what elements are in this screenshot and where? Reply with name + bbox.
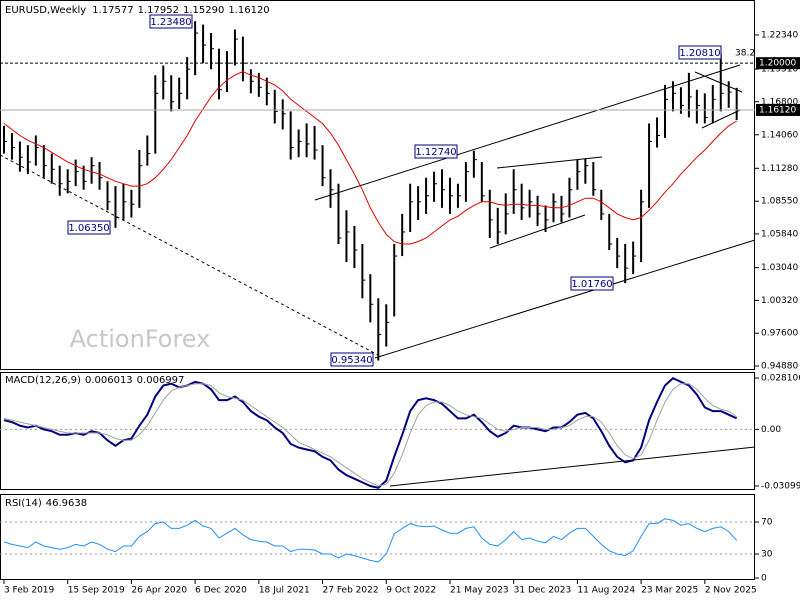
y-tick-label: 0.97600 (761, 329, 798, 339)
y-tick-label: 1.19510 (761, 65, 798, 75)
channel-line (374, 239, 756, 359)
header-value: 0.006997 (137, 375, 185, 386)
x-tick-label: 9 Oct 2022 (386, 586, 436, 596)
indicator-title: RSI(14) (5, 498, 42, 509)
flag-line (489, 214, 586, 249)
macd-header: MACD(12,26,9) 0.006013 0.006997 (5, 375, 184, 386)
annotation-label: 1.01760 (571, 279, 612, 290)
y-tick-label: 1.11280 (761, 164, 798, 174)
y-tick-label: 30 (761, 550, 773, 560)
annotation-box (678, 45, 722, 60)
macd-panel-frame (0, 372, 755, 490)
annotation: 1.23480 (149, 14, 193, 29)
x-tick-label: 11 Aug 2024 (577, 586, 635, 596)
header-value: 0.006013 (85, 375, 133, 386)
fibo-label: 38.2 (735, 49, 755, 59)
header-value: 1.17577 (92, 5, 133, 16)
y-tick-label: 1.00320 (761, 296, 798, 306)
indicator-title: MACD(12,26,9) (5, 375, 81, 386)
annotation: 1.01760 (570, 276, 614, 291)
price-panel-frame (0, 0, 755, 370)
y-tick-label: 0 (761, 574, 767, 584)
moving-average (3, 71, 737, 245)
annotation-label: 0.95340 (331, 355, 372, 366)
header-value: 1.16120 (228, 5, 269, 16)
annotation-box (330, 352, 374, 367)
x-tick-label: 15 Sep 2019 (68, 586, 125, 596)
header-value: 1.15290 (183, 5, 224, 16)
annotation-label: 1.23480 (150, 17, 191, 28)
level-box (756, 103, 800, 116)
annotation-box (414, 144, 458, 159)
y-tick-label: 1.03040 (761, 263, 798, 273)
level-label: 1.16120 (759, 105, 796, 115)
annotation: 1.20810 (678, 45, 722, 60)
y-tick-label: 0.00 (761, 425, 781, 435)
y-tick-label: 1.16800 (761, 97, 798, 107)
x-tick-label: 31 Dec 2023 (514, 586, 572, 596)
annotation: 1.06350 (67, 220, 111, 235)
y-tick-label: 1.14060 (761, 130, 798, 140)
annotation: 1.12740 (414, 144, 458, 159)
wedge-line (694, 71, 743, 93)
x-tick-label: 26 Apr 2020 (131, 586, 187, 596)
x-tick-label: 18 Jul 2021 (259, 586, 310, 596)
level-label: 1.20000 (759, 59, 796, 69)
annotation-label: 1.06350 (68, 223, 109, 234)
x-tick-label: 3 Feb 2019 (4, 586, 55, 596)
marks: 1.22340 1.19510 1.16800 1.14060 1.11280 1.085… (0, 21, 800, 596)
annotation-box (67, 220, 111, 235)
x-tick-label: 2 Nov 2025 (705, 586, 757, 596)
y-tick-label: -0.03099 (761, 481, 800, 491)
annotation-label: 1.20810 (679, 48, 720, 59)
header-value: 1.17952 (138, 5, 179, 16)
indicator-line (3, 383, 737, 487)
level-box (756, 57, 800, 70)
wedge-line (701, 109, 741, 129)
annotation: 0.95340 (330, 352, 374, 367)
x-tick-label: 23 Mar 2025 (641, 586, 698, 596)
x-tick-label: 27 Feb 2022 (323, 586, 379, 596)
price-header: EURUSD,Weekly 1.17577 1.17952 1.15290 1.1612… (5, 5, 270, 16)
header-value: 46.9638 (46, 498, 87, 509)
annotation-box (149, 14, 193, 29)
rsi-panel-frame (0, 494, 755, 580)
y-tick-label: 1.22340 (761, 30, 798, 40)
annotation-label: 1.12740 (415, 147, 456, 158)
macd-trend-line (389, 446, 756, 487)
y-tick-label: 1.05840 (761, 229, 798, 239)
y-tick-label: 70 (761, 518, 773, 528)
rsi-header: RSI(14) 46.9638 (5, 498, 87, 509)
watermark: ActionForex (70, 325, 211, 353)
y-tick-label: 0.028106 (761, 374, 800, 384)
x-tick-label: 6 Dec 2020 (195, 586, 247, 596)
y-tick-label: 0.94880 (761, 362, 798, 372)
annotation-box (570, 276, 614, 291)
indicator-line (3, 377, 738, 489)
x-tick-label: 21 May 2023 (450, 586, 509, 596)
indicator-line (3, 518, 738, 563)
symbol: EURUSD,Weekly (5, 5, 86, 16)
y-tick-label: 1.08550 (761, 197, 798, 207)
channel-line (314, 64, 741, 201)
